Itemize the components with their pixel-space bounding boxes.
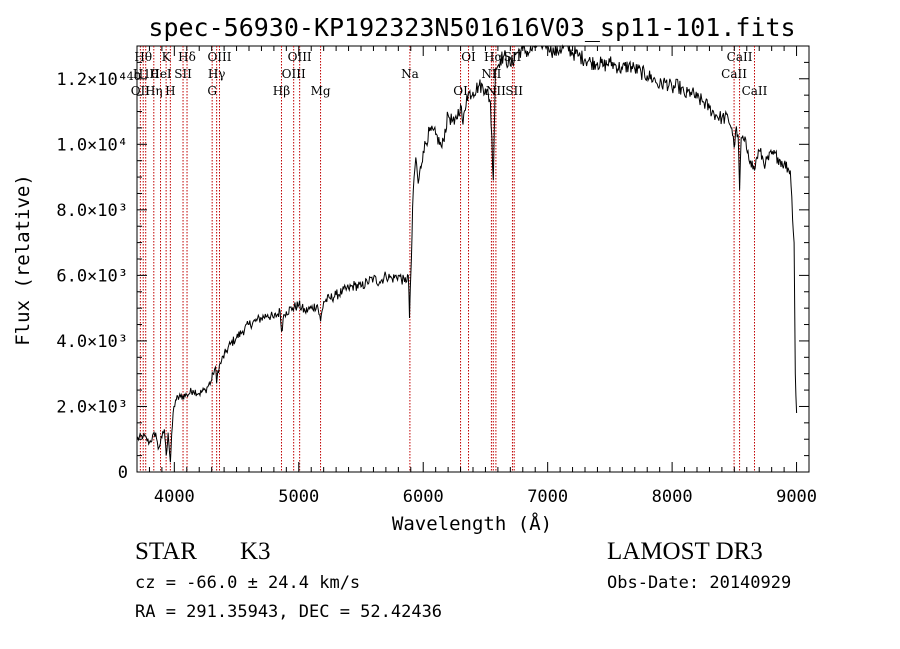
coordinates-info: RA = 291.35943, DEC = 52.42436: [135, 602, 443, 622]
line-marker-label: OIII: [207, 50, 231, 64]
observation-date: Obs-Date: 20140929: [607, 573, 792, 593]
x-tick-label: 7000: [527, 487, 568, 507]
line-marker-label: OI: [453, 84, 468, 98]
line-marker-label: CaII: [727, 50, 753, 64]
line-marker-label: Hθ: [134, 50, 152, 64]
x-axis-label: Wavelength (Å): [392, 512, 552, 535]
object-type: STAR: [135, 538, 197, 565]
y-tick-label: 4.0×10³: [56, 332, 128, 352]
subclass: K3: [240, 538, 271, 565]
spectrum-line: [136, 44, 798, 463]
x-tick-label: 9000: [776, 487, 817, 507]
line-marker-label: HeI: [149, 67, 172, 81]
line-marker-label: K: [162, 50, 172, 64]
line-marker-label: Hβ: [273, 84, 290, 98]
x-tick-label: 5000: [278, 487, 319, 507]
y-axis-label: Flux (relative): [12, 174, 34, 346]
chart-title: spec-56930-KP192323N501616V03_sp11-101.f…: [148, 13, 795, 42]
y-tick-label: 8.0×10³: [56, 201, 128, 221]
line-marker-label: CaII: [742, 84, 768, 98]
line-marker-label: NII: [486, 84, 506, 98]
line-marker-label: SII: [505, 84, 523, 98]
line-marker-label: H10: [133, 67, 159, 81]
line-marker-label: Hγ: [208, 67, 226, 81]
line-marker-label: OIII: [282, 67, 306, 81]
line-marker-label: SII: [174, 67, 192, 81]
x-tick-label: 4000: [154, 487, 195, 507]
line-marker-label: OIII: [288, 50, 312, 64]
y-tick-label: 0: [118, 463, 128, 483]
line-marker-label: Hα: [484, 50, 503, 64]
line-marker-label: Hη: [145, 84, 163, 98]
x-axis: 4000 5000 6000 7000 8000 9000: [136, 46, 817, 507]
line-marker-label: G: [207, 84, 217, 98]
plot-area: OII Hθ H10 Hη HeI K H SII Hδ G Hγ OIII Hβ OIII OIII Mg N…: [127, 44, 810, 473]
x-tick-label: 8000: [652, 487, 693, 507]
line-marker-label: Mg: [311, 84, 331, 98]
marker-row-label: 40: [127, 70, 141, 83]
line-marker-label: H: [165, 84, 175, 98]
line-marker-label: OI: [461, 50, 476, 64]
emission-line-labels: OII Hθ H10 Hη HeI K H SII Hδ G Hγ OIII Hβ OIII OIII Mg N…: [127, 50, 768, 98]
y-tick-label: 1.0×10⁴: [56, 135, 128, 155]
line-marker-label: Hδ: [178, 50, 196, 64]
x-tick-label: 6000: [403, 487, 444, 507]
line-marker-label: OII: [131, 84, 151, 98]
emission-line-markers: [139, 46, 755, 472]
y-axis: 0 2.0×10³ 4.0×10³ 6.0×10³ 8.0×10³ 1.0×10⁴ 1.2×…: [56, 45, 809, 483]
line-marker-label: CaII: [721, 67, 747, 81]
y-tick-label: 1.2×10⁴: [56, 70, 128, 90]
y-tick-label: 6.0×10³: [56, 266, 128, 286]
line-marker-label: NII: [481, 67, 501, 81]
y-tick-label: 2.0×10³: [56, 397, 128, 417]
survey-name: LAMOST DR3: [607, 538, 763, 565]
line-marker-label: Na: [401, 67, 419, 81]
spectrum-chart: spec-56930-KP192323N501616V03_sp11-101.f…: [12, 13, 817, 535]
redshift-info: cz = -66.0 ± 24.4 km/s: [135, 573, 361, 593]
